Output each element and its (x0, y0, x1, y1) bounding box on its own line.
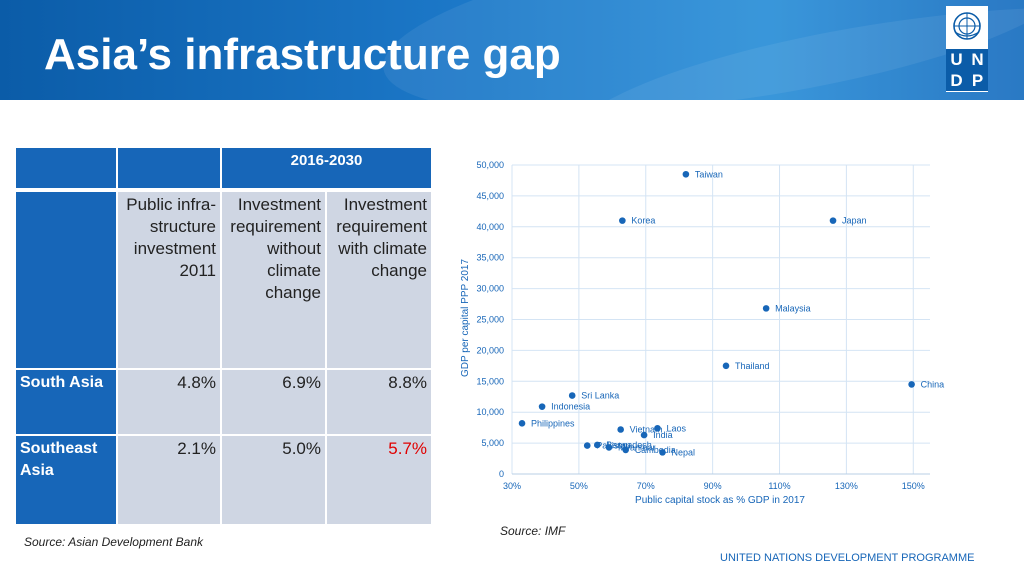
point-label: Thailand (735, 361, 770, 371)
table-period-header: 2016-2030 (222, 148, 431, 188)
y-tick-label: 45,000 (476, 191, 504, 201)
point-label: Laos (666, 423, 686, 433)
period-label: 2016-2030 (290, 152, 363, 169)
y-tick-label: 40,000 (476, 222, 504, 232)
table-header-cell (16, 192, 116, 368)
x-tick-label: 110% (768, 481, 790, 491)
column-header: Investment requirement without climate chang… (222, 192, 325, 368)
y-tick-label: 0 (499, 469, 504, 479)
point-label: Cambodia (635, 445, 676, 455)
table-cell: 6.9% (222, 370, 325, 434)
point-label: Sri Lanka (581, 391, 619, 401)
column-header-label: Public infra-structure investment 2011 (126, 195, 216, 280)
logo-letter: U (946, 49, 967, 70)
scatter-point (659, 449, 666, 456)
point-label: Taiwan (695, 169, 723, 179)
x-axis-label: Public capital stock as % GDP in 2017 (635, 495, 805, 506)
scatter-point (654, 424, 661, 432)
chart-source: Source: IMF (500, 524, 566, 538)
y-tick-label: 10,000 (476, 407, 504, 417)
scatter-point (538, 403, 546, 410)
scatter-point (722, 362, 730, 370)
x-tick-label: 30% (503, 481, 521, 491)
point-label: Japan (842, 216, 867, 226)
table-value: 4.8% (177, 373, 216, 392)
point-label: Indonesia (551, 402, 590, 412)
table-cell: 5.0% (222, 436, 325, 524)
point-label: Pakistan (596, 441, 631, 451)
table-value: 6.9% (282, 373, 321, 392)
scatter-point (908, 381, 915, 388)
column-header: Public infra-structure investment 2011 (118, 192, 220, 368)
y-tick-label: 35,000 (476, 253, 504, 263)
x-tick-label: 50% (570, 481, 588, 491)
scatter-point (829, 217, 837, 224)
table-row-header: Southeast Asia (16, 436, 116, 524)
table-cell: 2.1% (118, 436, 220, 524)
point-label: Bangadesh (606, 440, 652, 450)
point-label: Korea (631, 216, 655, 226)
point-label: Myanmar (618, 442, 656, 452)
x-tick-label: 70% (637, 481, 655, 491)
scatter-point (622, 446, 629, 454)
scatter-point (583, 442, 591, 449)
title-banner: Asia’s infrastructure gap U N D P (0, 0, 1024, 100)
table-cell: 8.8% (327, 370, 431, 434)
undp-logo: U N D P (946, 6, 988, 92)
scatter-point (762, 305, 770, 312)
table-cell: 4.8% (118, 370, 220, 434)
point-label: Malaysia (775, 303, 811, 313)
scatter-point (682, 170, 690, 178)
table-row-header: South Asia (16, 370, 116, 434)
point-label: Vietnam (630, 425, 663, 435)
x-tick-label: 150% (902, 481, 925, 491)
y-tick-label: 25,000 (476, 315, 504, 325)
column-header-label: Investment requirement without climate chang… (230, 195, 321, 302)
y-tick-label: 50,000 (476, 160, 504, 170)
column-header-label: Investment requirement with climate change (336, 195, 427, 280)
infrastructure-table: 2016-2030 Public infra-structure investme… (16, 148, 431, 524)
scatter-point (640, 431, 648, 439)
table-value: 2.1% (177, 439, 216, 458)
y-tick-label: 20,000 (476, 345, 504, 355)
table-value: 8.8% (388, 373, 427, 392)
scatter-point (593, 441, 601, 449)
y-tick-label: 30,000 (476, 284, 504, 294)
y-axis-label: GDP per capital PPP 2017 (460, 259, 471, 377)
y-tick-label: 5,000 (481, 438, 504, 448)
scatter-point (605, 444, 613, 451)
scatter-point (518, 420, 526, 427)
table-value-highlight: 5.7% (388, 439, 427, 458)
point-label: Philippines (531, 418, 575, 428)
table-value: 5.0% (282, 439, 321, 458)
y-tick-label: 15,000 (476, 376, 504, 386)
point-label: Nepal (671, 447, 695, 457)
scatter-point (568, 392, 576, 399)
table-cell: 5.7% (327, 436, 431, 524)
table-source: Source: Asian Development Bank (24, 535, 203, 549)
column-header: Investment requirement with climate change (327, 192, 431, 368)
logo-letter: N (967, 49, 988, 70)
point-label: China (921, 379, 945, 389)
scatter-point (617, 426, 624, 433)
x-tick-label: 130% (835, 481, 858, 491)
x-tick-label: 90% (704, 481, 722, 491)
logo-letter: P (967, 70, 988, 91)
region-label: South Asia (20, 374, 103, 391)
region-label: Southeast Asia (20, 440, 98, 479)
table-header-cell (16, 148, 116, 188)
table-header-cell (118, 148, 220, 188)
footer-text: UNITED NATIONS DEVELOPMENT PROGRAMME (720, 552, 975, 564)
point-label: India (653, 430, 673, 440)
un-emblem-icon (953, 12, 981, 40)
scatter-point (619, 217, 626, 224)
logo-letter: D (946, 70, 967, 91)
slide-title: Asia’s infrastructure gap (44, 30, 561, 79)
